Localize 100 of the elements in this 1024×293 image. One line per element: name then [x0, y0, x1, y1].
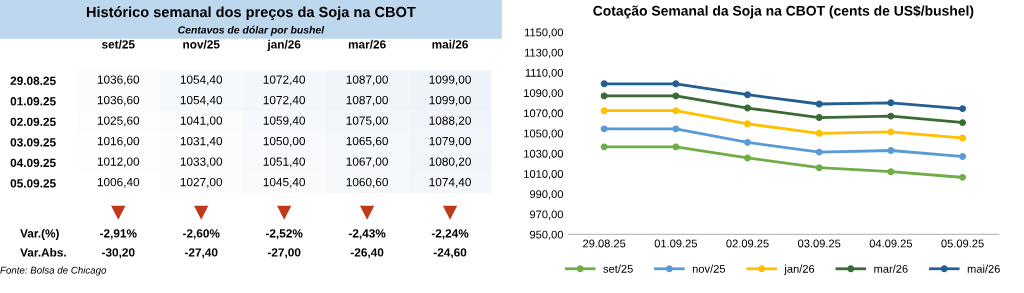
point — [672, 80, 680, 88]
y-tick-label: 990,00 — [530, 190, 564, 200]
y-tick-label: 04.09.25 — [10, 158, 56, 168]
y-tick-label: 1010,00 — [524, 170, 564, 180]
data-label: 1051,40 — [263, 157, 306, 168]
x-tick-label: 29.08.25 — [583, 239, 626, 248]
y-tick-label: 05.09.25 — [10, 179, 56, 188]
point — [887, 112, 895, 120]
y-tick-label: 29.08.25 — [10, 76, 56, 85]
chart-title: Histórico semanal dos preços da Soja na CBOT — [86, 6, 416, 21]
point — [600, 92, 608, 100]
x-tick-label: mar/26 — [348, 39, 386, 49]
text: Var.(%) — [20, 228, 59, 240]
y-tick-label: 01.09.25 — [10, 97, 56, 106]
data-label: 1065,60 — [346, 136, 388, 147]
x-tick-label: jan/26 — [267, 39, 301, 51]
data-label: 1036,60 — [97, 95, 140, 106]
data-label: 1054,40 — [180, 95, 223, 106]
data-label: 1031,40 — [180, 136, 223, 147]
y-tick-label: 03.09.25 — [10, 138, 56, 147]
chart-subtitle: Centavos de dólar por bushel — [178, 25, 325, 36]
text: -2,43% — [348, 229, 386, 240]
y-tick-label: 1070,00 — [524, 109, 564, 119]
data-label: 1054,40 — [180, 75, 223, 86]
point — [600, 125, 608, 133]
point — [600, 143, 608, 151]
data-label: 1080,20 — [429, 157, 471, 168]
data-label: 1075,00 — [346, 116, 388, 127]
y-tick-label: 1030,00 — [524, 149, 564, 159]
text: -2,24% — [431, 229, 469, 240]
point — [744, 91, 751, 99]
y-tick-label: 950,00 — [530, 230, 564, 240]
text: -26,40 — [350, 248, 384, 259]
point — [887, 168, 895, 176]
x-tick-label: 04.09.25 — [869, 239, 913, 248]
x-tick-label: 03.09.25 — [798, 239, 841, 248]
data-label: 1060,60 — [346, 177, 388, 188]
data-label: 1087,00 — [346, 75, 388, 86]
point — [959, 119, 967, 127]
data-label: 1067,00 — [346, 157, 388, 168]
legend-label: jan/26 — [784, 264, 815, 275]
point — [744, 154, 751, 162]
point — [815, 114, 823, 122]
legend-label: nov/25 — [692, 264, 726, 273]
x-tick-label: set/25 — [101, 39, 135, 49]
chart-title: Cotação Semanal da Soja na CBOT (cents de US$/bushel) — [593, 5, 974, 19]
point — [672, 92, 680, 100]
y-tick-label: 1130,00 — [524, 48, 564, 58]
point — [744, 120, 751, 128]
x-tick-label: 05.09.25 — [941, 239, 984, 248]
data-label: 1099,00 — [429, 95, 471, 106]
point — [959, 134, 967, 142]
point — [959, 173, 967, 181]
x-tick-label: 01.09.25 — [654, 239, 697, 248]
data-label: 1033,00 — [180, 157, 223, 168]
data-label: 1006,40 — [97, 177, 140, 188]
source-note: Fonte: Bolsa de Chicago — [0, 266, 107, 276]
point — [815, 164, 823, 172]
point — [672, 143, 680, 151]
y-tick-label: 970,00 — [530, 210, 564, 220]
legend-label: mar/26 — [874, 264, 908, 273]
point — [887, 99, 895, 107]
data-label: 1099,00 — [429, 75, 471, 86]
data-label: 1074,40 — [429, 177, 471, 188]
data-label: 1041,00 — [180, 116, 223, 127]
data-label: 1088,20 — [429, 116, 471, 127]
text: -2,52% — [265, 229, 303, 240]
legend-label: set/25 — [603, 264, 633, 273]
y-tick-label: 1150,00 — [524, 28, 564, 38]
data-label: 1072,40 — [263, 95, 306, 106]
text: -2,60% — [182, 229, 220, 240]
data-label: 1050,00 — [263, 136, 306, 147]
point — [672, 125, 680, 133]
text: -27,40 — [184, 248, 218, 259]
point — [815, 129, 823, 137]
point — [600, 80, 608, 88]
point — [672, 107, 680, 115]
point — [959, 153, 967, 161]
text: -24,60 — [433, 248, 467, 259]
text: -27,00 — [267, 248, 301, 259]
point — [959, 105, 967, 113]
data-label: 1016,00 — [97, 136, 140, 147]
data-label: 1059,40 — [263, 116, 306, 127]
legend-label: mai/26 — [967, 264, 1000, 273]
y-tick-label: 1090,00 — [524, 89, 564, 99]
x-tick-label: 02.09.25 — [726, 239, 769, 248]
x-tick-label: nov/25 — [183, 39, 220, 49]
text: Var.Abs. — [20, 247, 66, 257]
data-label: 1036,60 — [97, 75, 140, 86]
x-tick-label: mai/26 — [432, 39, 468, 49]
point — [744, 138, 751, 146]
y-tick-label: 1110,00 — [525, 68, 564, 79]
point — [744, 104, 751, 112]
data-label: 1087,00 — [346, 95, 388, 106]
point — [887, 128, 895, 136]
text: -2,91% — [100, 229, 137, 240]
point — [815, 100, 823, 108]
y-tick-label: 02.09.25 — [10, 117, 56, 126]
data-label: 1025,60 — [97, 116, 140, 127]
data-label: 1079,00 — [429, 136, 471, 147]
